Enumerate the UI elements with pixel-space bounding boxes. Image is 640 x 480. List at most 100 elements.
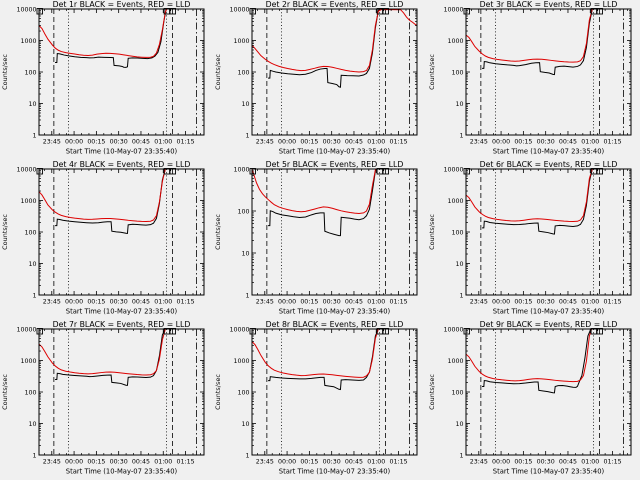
x-tick-label: 23:45 <box>469 458 487 465</box>
x-tick-label: 00:00 <box>278 458 296 465</box>
chart-panel-det-3r: 23:45 00:00 00:15 00:30 00:45 01:00 01:15 1 10 10… <box>427 0 640 160</box>
y-tick-label: 100 <box>24 389 36 396</box>
panel-title: Det 3r BLACK = Events, RED = LLD <box>479 0 617 9</box>
y-tick-label: 10000 <box>230 326 250 333</box>
y-tick-label: 100 <box>238 69 250 76</box>
x-tick-label: 01:15 <box>177 298 195 305</box>
x-tick-label: 00:45 <box>345 298 363 305</box>
chart-panel-det-2r: 23:45 00:00 00:15 00:30 00:45 01:00 01:15 1 10 10… <box>213 0 426 160</box>
y-tick-label: 100 <box>238 389 250 396</box>
x-axis-label: Start Time (10-May-07 23:35:40) <box>279 467 391 475</box>
x-tick-label: 23:45 <box>469 298 487 305</box>
x-tick-label: 23:45 <box>469 138 487 145</box>
events-series-line <box>465 168 600 235</box>
x-tick-label: 00:45 <box>345 458 363 465</box>
x-tick-label: 01:15 <box>177 458 195 465</box>
x-tick-label: 00:45 <box>132 458 150 465</box>
lld-series-line <box>38 168 173 222</box>
y-tick-label: 1000 <box>20 198 36 205</box>
y-tick-label: 10000 <box>230 6 250 13</box>
y-tick-label: 100 <box>238 208 250 215</box>
plot-frame <box>465 168 632 296</box>
saturation-marker-2 <box>596 328 603 335</box>
x-tick-label: 00:45 <box>345 138 363 145</box>
y-tick-label: 100 <box>451 69 463 76</box>
y-tick-label: 10000 <box>17 326 37 333</box>
plot-frame <box>38 8 205 136</box>
x-tick-label: 00:15 <box>514 458 532 465</box>
chart-canvas-det-2r: 23:45 00:00 00:15 00:30 00:45 01:00 01:15 1 10 10… <box>214 0 418 155</box>
chart-canvas-det-6r: 23:45 00:00 00:15 00:30 00:45 01:00 01:15 1 10 10… <box>428 160 632 315</box>
lld-series-line <box>38 8 174 58</box>
chart-canvas-det-7r: 23:45 00:00 00:15 00:30 00:45 01:00 01:15 1 10 10… <box>1 320 205 475</box>
panel-title: Det 8r BLACK = Events, RED = LLD <box>266 320 404 329</box>
y-tick-label: 1000 <box>20 358 36 365</box>
x-tick-label: 23:45 <box>43 458 61 465</box>
y-tick-label: 100 <box>24 69 36 76</box>
y-tick-label: 10 <box>242 421 250 428</box>
x-tick-label: 00:15 <box>514 138 532 145</box>
lld-series-line <box>251 9 418 73</box>
x-tick-label: 23:45 <box>256 138 274 145</box>
chart-panel-det-5r: 23:45 00:00 00:15 00:30 00:45 01:00 01:15 1 10 10… <box>213 160 426 320</box>
x-tick-label: 00:30 <box>323 138 341 145</box>
x-tick-label: 00:30 <box>323 458 341 465</box>
lld-series-line <box>465 168 631 223</box>
lld-series-line <box>38 328 173 376</box>
y-tick-label: 10000 <box>443 166 463 173</box>
x-tick-label: 00:15 <box>87 458 105 465</box>
x-tick-label: 00:30 <box>110 458 128 465</box>
panel-title: Det 1r BLACK = Events, RED = LLD <box>53 0 191 9</box>
x-axis-label: Start Time (10-May-07 23:35:40) <box>66 307 178 315</box>
plot-frame <box>251 328 418 456</box>
x-tick-label: 01:00 <box>581 458 599 465</box>
lld-series-line <box>251 328 387 378</box>
y-tick-label: 10000 <box>443 6 463 13</box>
panel-title: Det 7r BLACK = Events, RED = LLD <box>53 320 191 329</box>
x-tick-label: 23:45 <box>43 138 61 145</box>
x-tick-label: 00:15 <box>301 138 319 145</box>
x-tick-label: 00:00 <box>65 298 83 305</box>
y-tick-label: 1 <box>32 132 36 139</box>
x-tick-label: 00:45 <box>559 458 577 465</box>
x-tick-label: 00:00 <box>492 138 510 145</box>
events-series-line <box>38 328 173 386</box>
plot-frame <box>251 168 418 296</box>
y-tick-label: 10 <box>28 101 36 108</box>
chart-canvas-det-8r: 23:45 00:00 00:15 00:30 00:45 01:00 01:15 1 10 10… <box>214 320 418 475</box>
x-axis-label: Start Time (10-May-07 23:35:40) <box>492 147 604 155</box>
x-tick-label: 00:00 <box>492 298 510 305</box>
events-series-line <box>465 8 601 76</box>
y-tick-label: 10000 <box>17 166 37 173</box>
x-tick-label: 00:30 <box>110 138 128 145</box>
x-tick-label: 01:15 <box>390 458 408 465</box>
chart-canvas-det-1r: 23:45 00:00 00:15 00:30 00:45 01:00 01:15 1 10 10… <box>1 0 205 155</box>
y-tick-label: 10 <box>242 101 250 108</box>
events-series-line <box>38 8 174 68</box>
events-series-line <box>465 328 600 394</box>
panel-title: Det 2r BLACK = Events, RED = LLD <box>266 0 404 9</box>
x-tick-label: 00:15 <box>87 298 105 305</box>
y-tick-label: 1 <box>32 292 36 299</box>
y-tick-label: 1 <box>32 452 36 459</box>
x-tick-label: 00:00 <box>492 458 510 465</box>
x-tick-label: 23:45 <box>43 298 61 305</box>
events-series-line <box>252 328 387 391</box>
y-axis-label: Counts/sec <box>428 374 436 410</box>
x-tick-label: 01:00 <box>368 138 386 145</box>
y-tick-label: 10 <box>28 421 36 428</box>
y-axis-label: Counts/sec <box>1 54 9 90</box>
y-tick-label: 10000 <box>443 326 463 333</box>
y-tick-label: 100 <box>24 229 36 236</box>
y-axis-label: Counts/sec <box>428 54 436 90</box>
y-axis-label: Counts/sec <box>428 214 436 250</box>
y-tick-label: 10 <box>455 421 463 428</box>
x-tick-label: 01:00 <box>154 138 172 145</box>
y-tick-label: 1 <box>459 452 463 459</box>
x-tick-label: 00:00 <box>65 138 83 145</box>
panel-title: Det 6r BLACK = Events, RED = LLD <box>479 160 617 169</box>
x-axis-label: Start Time (10-May-07 23:35:40) <box>279 147 391 155</box>
x-tick-label: 01:15 <box>603 458 621 465</box>
y-tick-label: 10 <box>28 261 36 268</box>
